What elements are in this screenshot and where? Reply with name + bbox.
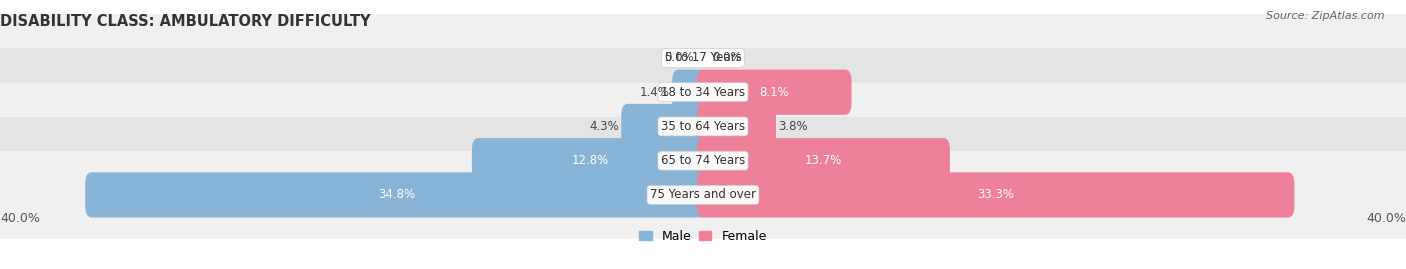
FancyBboxPatch shape bbox=[697, 70, 852, 115]
Text: 1.4%: 1.4% bbox=[640, 86, 669, 99]
FancyBboxPatch shape bbox=[0, 117, 1406, 204]
Text: 40.0%: 40.0% bbox=[1367, 212, 1406, 225]
FancyBboxPatch shape bbox=[0, 151, 1406, 239]
Text: 34.8%: 34.8% bbox=[378, 188, 416, 201]
Text: 35 to 64 Years: 35 to 64 Years bbox=[661, 120, 745, 133]
FancyBboxPatch shape bbox=[0, 14, 1406, 102]
Text: 5 to 17 Years: 5 to 17 Years bbox=[665, 51, 741, 65]
Text: 4.3%: 4.3% bbox=[589, 120, 619, 133]
FancyBboxPatch shape bbox=[472, 138, 709, 183]
Text: 65 to 74 Years: 65 to 74 Years bbox=[661, 154, 745, 167]
FancyBboxPatch shape bbox=[697, 138, 950, 183]
Text: DISABILITY CLASS: AMBULATORY DIFFICULTY: DISABILITY CLASS: AMBULATORY DIFFICULTY bbox=[0, 14, 371, 29]
Text: 18 to 34 Years: 18 to 34 Years bbox=[661, 86, 745, 99]
FancyBboxPatch shape bbox=[697, 104, 776, 149]
Text: 8.1%: 8.1% bbox=[759, 86, 789, 99]
Text: Source: ZipAtlas.com: Source: ZipAtlas.com bbox=[1267, 11, 1385, 21]
Text: 0.0%: 0.0% bbox=[711, 51, 741, 65]
FancyBboxPatch shape bbox=[672, 70, 709, 115]
Text: 75 Years and over: 75 Years and over bbox=[650, 188, 756, 201]
Text: 13.7%: 13.7% bbox=[804, 154, 842, 167]
FancyBboxPatch shape bbox=[697, 172, 1295, 218]
FancyBboxPatch shape bbox=[0, 83, 1406, 170]
FancyBboxPatch shape bbox=[621, 104, 709, 149]
Text: 33.3%: 33.3% bbox=[977, 188, 1014, 201]
Text: 0.0%: 0.0% bbox=[665, 51, 695, 65]
Text: 40.0%: 40.0% bbox=[0, 212, 39, 225]
FancyBboxPatch shape bbox=[86, 172, 709, 218]
FancyBboxPatch shape bbox=[0, 48, 1406, 136]
Text: 3.8%: 3.8% bbox=[779, 120, 808, 133]
Text: 12.8%: 12.8% bbox=[572, 154, 609, 167]
Legend: Male, Female: Male, Female bbox=[634, 225, 772, 248]
